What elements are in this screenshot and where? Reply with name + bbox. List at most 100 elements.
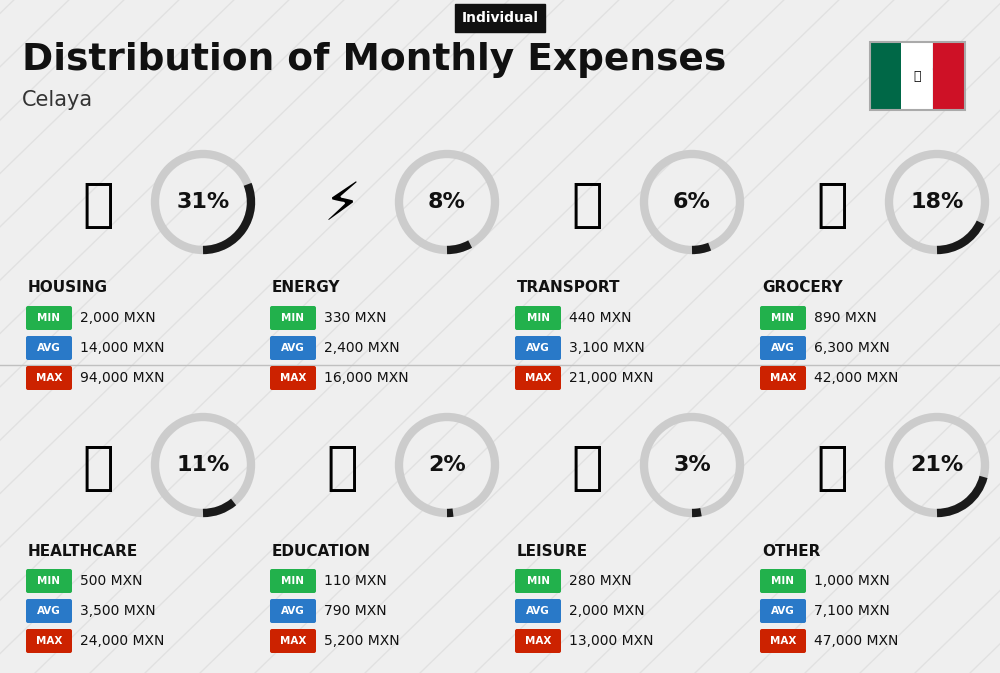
Text: Celaya: Celaya	[22, 90, 93, 110]
FancyBboxPatch shape	[270, 336, 316, 360]
FancyBboxPatch shape	[26, 306, 72, 330]
Text: MAX: MAX	[36, 373, 62, 383]
FancyBboxPatch shape	[270, 366, 316, 390]
FancyBboxPatch shape	[760, 306, 806, 330]
Text: 6,300 MXN: 6,300 MXN	[814, 341, 890, 355]
Text: 31%: 31%	[176, 192, 230, 212]
Text: 🦅: 🦅	[914, 69, 921, 83]
Text: 5,200 MXN: 5,200 MXN	[324, 634, 400, 648]
Text: 🏥: 🏥	[82, 442, 114, 494]
Text: MIN: MIN	[772, 313, 794, 323]
FancyBboxPatch shape	[515, 336, 561, 360]
Text: HEALTHCARE: HEALTHCARE	[28, 544, 138, 559]
FancyBboxPatch shape	[270, 306, 316, 330]
Text: 🛍: 🛍	[571, 442, 603, 494]
Text: 890 MXN: 890 MXN	[814, 311, 877, 325]
Text: AVG: AVG	[281, 343, 305, 353]
Text: ⚡: ⚡	[324, 179, 360, 231]
Text: 42,000 MXN: 42,000 MXN	[814, 371, 898, 385]
Text: 440 MXN: 440 MXN	[569, 311, 632, 325]
Text: AVG: AVG	[281, 606, 305, 616]
Text: 2,000 MXN: 2,000 MXN	[569, 604, 645, 618]
Text: MAX: MAX	[525, 636, 551, 646]
Text: 🛒: 🛒	[816, 179, 848, 231]
Text: AVG: AVG	[526, 606, 550, 616]
Text: 21,000 MXN: 21,000 MXN	[569, 371, 654, 385]
FancyBboxPatch shape	[760, 336, 806, 360]
Text: 11%: 11%	[176, 455, 230, 475]
Text: 14,000 MXN: 14,000 MXN	[80, 341, 164, 355]
Text: AVG: AVG	[771, 606, 795, 616]
Text: 3,100 MXN: 3,100 MXN	[569, 341, 645, 355]
Text: MIN: MIN	[38, 576, 60, 586]
Text: 21%: 21%	[910, 455, 964, 475]
FancyBboxPatch shape	[270, 599, 316, 623]
Text: LEISURE: LEISURE	[517, 544, 588, 559]
Text: 18%: 18%	[910, 192, 964, 212]
FancyBboxPatch shape	[26, 569, 72, 593]
Text: 🎓: 🎓	[326, 442, 358, 494]
Text: 6%: 6%	[673, 192, 711, 212]
FancyBboxPatch shape	[760, 569, 806, 593]
FancyBboxPatch shape	[760, 366, 806, 390]
Text: 7,100 MXN: 7,100 MXN	[814, 604, 890, 618]
Text: MIN: MIN	[282, 576, 304, 586]
Text: 16,000 MXN: 16,000 MXN	[324, 371, 409, 385]
Bar	[933, 42, 965, 110]
Text: AVG: AVG	[37, 606, 61, 616]
Text: ENERGY: ENERGY	[272, 281, 340, 295]
Text: 280 MXN: 280 MXN	[569, 574, 632, 588]
FancyBboxPatch shape	[760, 629, 806, 653]
Text: MIN: MIN	[282, 313, 304, 323]
Text: 500 MXN: 500 MXN	[80, 574, 143, 588]
Text: 330 MXN: 330 MXN	[324, 311, 386, 325]
Text: Distribution of Monthly Expenses: Distribution of Monthly Expenses	[22, 42, 726, 78]
FancyBboxPatch shape	[26, 599, 72, 623]
Text: 2%: 2%	[428, 455, 466, 475]
FancyBboxPatch shape	[26, 336, 72, 360]
Text: 2,400 MXN: 2,400 MXN	[324, 341, 400, 355]
FancyBboxPatch shape	[515, 569, 561, 593]
FancyBboxPatch shape	[515, 599, 561, 623]
Text: 3%: 3%	[673, 455, 711, 475]
FancyBboxPatch shape	[515, 629, 561, 653]
Bar	[870, 42, 965, 110]
Text: Individual: Individual	[462, 11, 538, 25]
Text: MAX: MAX	[770, 373, 796, 383]
Text: GROCERY: GROCERY	[762, 281, 843, 295]
Text: AVG: AVG	[771, 343, 795, 353]
Text: MAX: MAX	[280, 636, 306, 646]
Text: 2,000 MXN: 2,000 MXN	[80, 311, 156, 325]
FancyBboxPatch shape	[270, 569, 316, 593]
Bar	[901, 42, 932, 110]
Text: EDUCATION: EDUCATION	[272, 544, 371, 559]
Text: MAX: MAX	[280, 373, 306, 383]
Text: TRANSPORT: TRANSPORT	[517, 281, 620, 295]
Text: 8%: 8%	[428, 192, 466, 212]
FancyBboxPatch shape	[26, 366, 72, 390]
Text: AVG: AVG	[37, 343, 61, 353]
Bar	[870, 42, 901, 110]
Text: 47,000 MXN: 47,000 MXN	[814, 634, 898, 648]
FancyBboxPatch shape	[270, 629, 316, 653]
Text: OTHER: OTHER	[762, 544, 820, 559]
Text: 3,500 MXN: 3,500 MXN	[80, 604, 156, 618]
Text: 🏗: 🏗	[82, 179, 114, 231]
Text: 🚌: 🚌	[571, 179, 603, 231]
Text: 1,000 MXN: 1,000 MXN	[814, 574, 890, 588]
Text: MIN: MIN	[772, 576, 794, 586]
Text: 790 MXN: 790 MXN	[324, 604, 387, 618]
FancyBboxPatch shape	[26, 629, 72, 653]
FancyBboxPatch shape	[515, 366, 561, 390]
Text: MIN: MIN	[38, 313, 60, 323]
FancyBboxPatch shape	[515, 306, 561, 330]
Text: HOUSING: HOUSING	[28, 281, 108, 295]
Text: MAX: MAX	[770, 636, 796, 646]
Text: 👜: 👜	[816, 442, 848, 494]
Text: 94,000 MXN: 94,000 MXN	[80, 371, 164, 385]
Text: 24,000 MXN: 24,000 MXN	[80, 634, 164, 648]
Text: 110 MXN: 110 MXN	[324, 574, 387, 588]
Text: 13,000 MXN: 13,000 MXN	[569, 634, 654, 648]
FancyBboxPatch shape	[760, 599, 806, 623]
Text: AVG: AVG	[526, 343, 550, 353]
